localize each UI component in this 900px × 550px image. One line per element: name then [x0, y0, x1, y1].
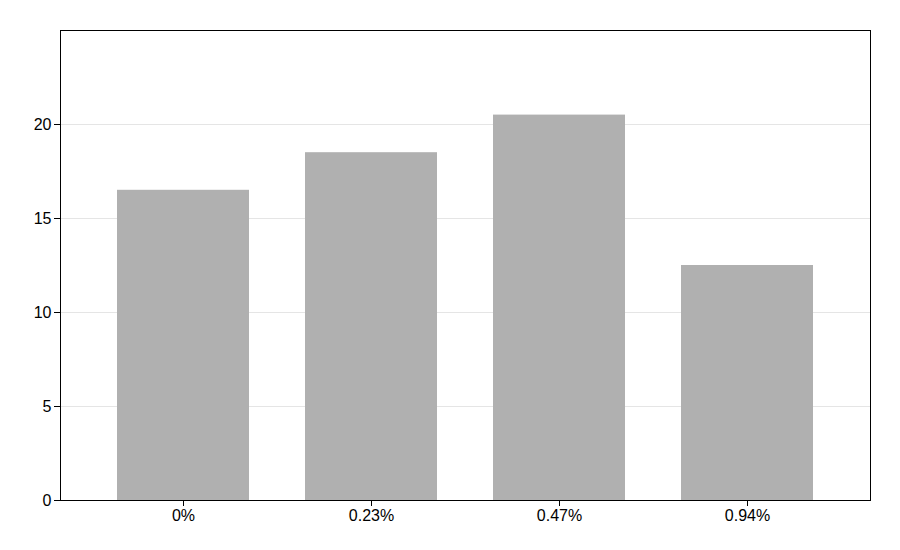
svg-text:0.47%: 0.47%: [537, 507, 582, 524]
svg-text:0.94%: 0.94%: [725, 507, 770, 524]
svg-text:15: 15: [34, 210, 52, 227]
svg-text:0.23%: 0.23%: [349, 507, 394, 524]
svg-text:20: 20: [34, 116, 52, 133]
svg-text:0: 0: [43, 492, 52, 509]
svg-text:5: 5: [43, 398, 52, 415]
svg-text:0%: 0%: [172, 507, 195, 524]
svg-text:10: 10: [34, 304, 52, 321]
